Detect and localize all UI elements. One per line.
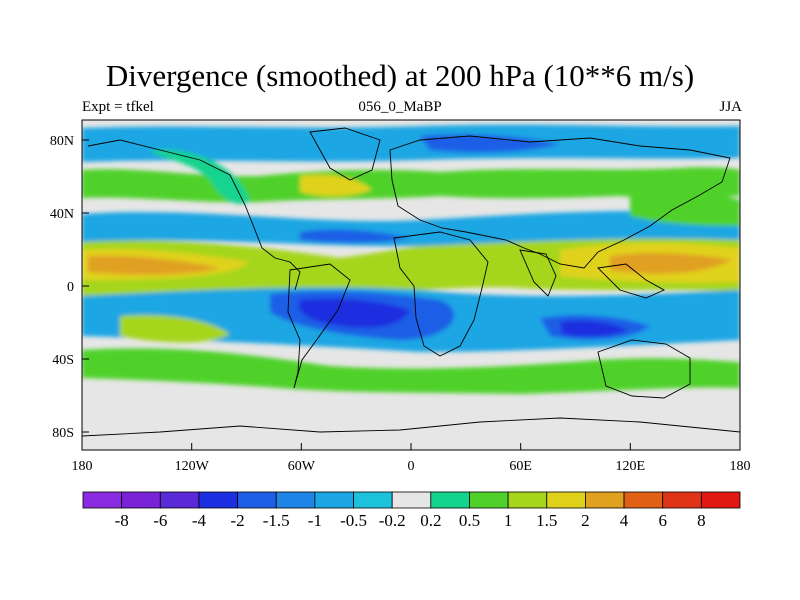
colorbar-label: -0.5: [340, 511, 367, 530]
coastline-africa: [393, 231, 489, 357]
lat-tick-label-40n: 40N: [50, 207, 74, 222]
lon-tick-label-180e: 180: [730, 459, 751, 474]
colorbar-label: 1.5: [536, 511, 557, 530]
colorbar-swatch: [546, 491, 586, 509]
field-band-north-negative: [82, 210, 740, 247]
colorbar-label: 4: [620, 511, 629, 530]
colorbar-swatch: [275, 491, 316, 509]
colorbar-label: 8: [697, 511, 706, 530]
colorbar-swatch: [353, 491, 393, 509]
colorbar-label: 6: [658, 511, 667, 530]
tick-marks: [81, 139, 741, 450]
colorbar-label: 0.2: [420, 511, 441, 530]
field-band-north-negative-high-mid: [420, 134, 560, 153]
field-band-north-east-positive: [630, 188, 740, 226]
field-band-west-arc: [150, 149, 250, 204]
colorbar-swatch: [700, 491, 741, 509]
lat-tick-label-80n: 80N: [50, 134, 74, 149]
colorbar-swatch: [314, 491, 354, 509]
case-label: 056_0_MaBP: [358, 99, 442, 115]
colorbar-swatch: [237, 491, 277, 509]
lon-tick-label-60w: 60W: [288, 459, 316, 474]
coastline-australia: [597, 339, 691, 399]
field-band-north-positive-core: [300, 174, 372, 197]
colorbar-swatch: [507, 491, 548, 509]
field-band-south-positive-core: [120, 314, 230, 343]
lat-tick-label-40s: 40S: [52, 353, 74, 368]
colorbar-swatch: [121, 491, 161, 509]
colorbar-swatch: [585, 491, 625, 509]
colorbar-label: -0.2: [379, 511, 406, 530]
colorbar-label: 2: [581, 511, 590, 530]
field-band-south-negative-strong: [298, 298, 410, 328]
colorbar-labels: -8 -6 -4 -2 -1.5 -1 -0.5 -0.2 0.2 0.5 1 1.5 2 4 6 8: [115, 511, 706, 530]
coastline-south-america: [287, 263, 351, 389]
coastline-greenland: [309, 127, 381, 181]
field-band-south-positive: [82, 348, 740, 394]
lon-tick-label-120w: 120W: [175, 459, 210, 474]
colorbar-swatch: [623, 491, 664, 509]
season-label: JJA: [719, 99, 742, 115]
field-band-south-negative-east-core: [560, 320, 628, 337]
colorbar-label: -1: [308, 511, 322, 530]
colorbar-label: -6: [153, 511, 167, 530]
colorbar-swatch: [82, 491, 123, 509]
field-band-east-core: [610, 253, 732, 274]
coastlines: [82, 127, 740, 437]
lat-tick-label-80s: 80S: [52, 426, 74, 441]
colorbar-label: -8: [115, 511, 129, 530]
colorbar-swatch: [391, 491, 432, 509]
lat-tick-label-eq: 0: [67, 280, 74, 295]
colorbar-swatch: [469, 491, 509, 509]
contour-field: [82, 120, 740, 450]
colorbar: [82, 491, 741, 509]
coastline-maritime: [597, 263, 666, 299]
colorbar-label: 0.5: [459, 511, 480, 530]
coastline-antarctica: [82, 417, 740, 437]
colorbar-swatch: [662, 491, 702, 509]
colorbar-label: -2: [231, 511, 245, 530]
lon-tick-label-120e: 120E: [616, 459, 646, 474]
lon-tick-label-0: 0: [408, 459, 415, 474]
colorbar-swatch: [198, 491, 238, 509]
colorbar-label: -1.5: [263, 511, 290, 530]
colorbar-swatch: [159, 491, 200, 509]
coastline-north-america: [87, 139, 301, 291]
colorbar-swatch: [430, 491, 470, 509]
field-band-north-negative-mid: [300, 229, 410, 243]
colorbar-label: 1: [504, 511, 513, 530]
coastline-india: [519, 249, 557, 297]
coastline-eurasia: [389, 135, 731, 269]
field-band-equatorial-core: [88, 255, 220, 275]
experiment-label: Expt = tfkel: [82, 99, 154, 115]
chart-title: Divergence (smoothed) at 200 hPa (10**6 …: [105, 58, 695, 93]
lon-tick-label-180w: 180: [72, 459, 93, 474]
lon-tick-label-60e: 60E: [509, 459, 532, 474]
colorbar-label: -4: [192, 511, 207, 530]
